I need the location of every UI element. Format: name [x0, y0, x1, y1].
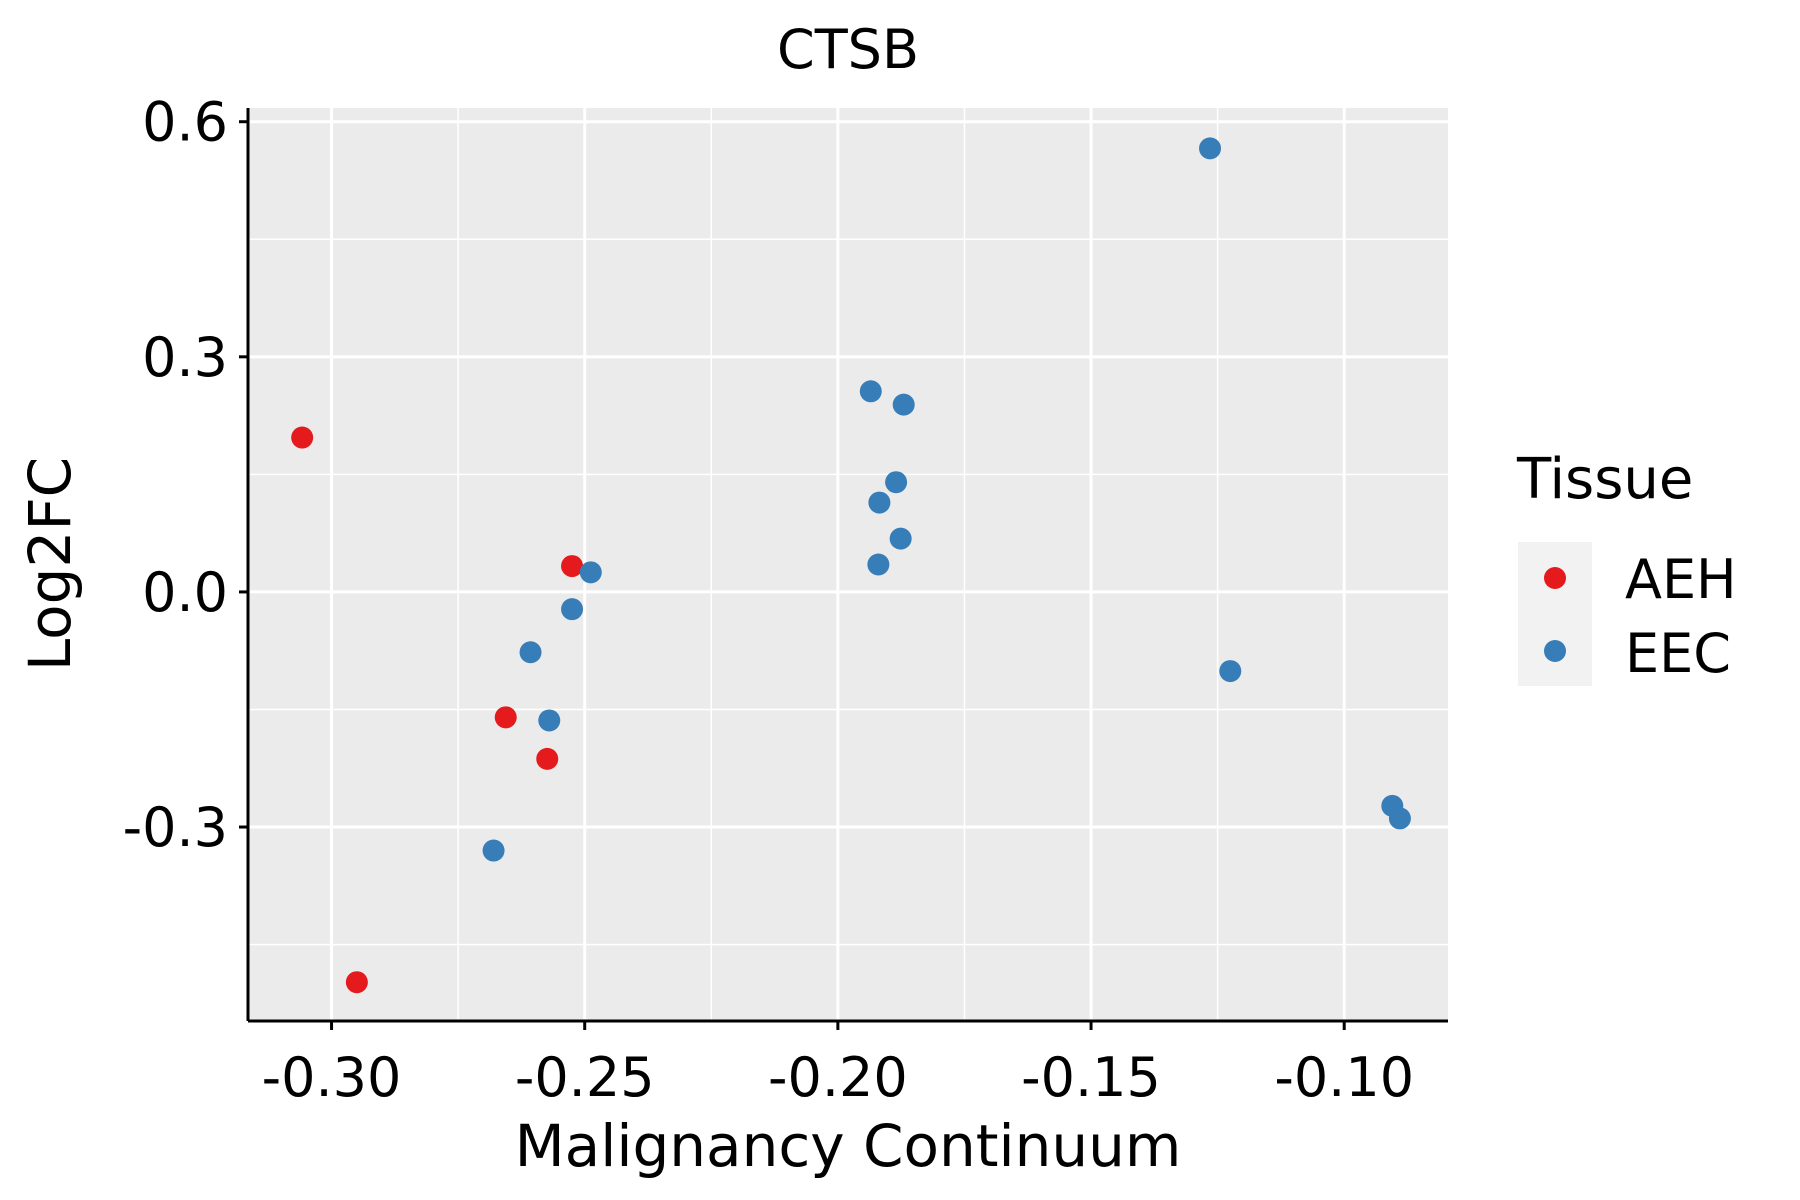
- data-points: [291, 137, 1411, 994]
- plot-panel: [248, 108, 1448, 1021]
- y-tick-label: 0.3: [142, 326, 228, 389]
- point-eec: [1388, 807, 1411, 830]
- point-eec: [868, 491, 891, 514]
- x-tick-label: -0.10: [1274, 1046, 1414, 1109]
- legend-title: Tissue: [1516, 447, 1693, 512]
- legend-key-eec: [1544, 640, 1566, 662]
- point-aeh: [291, 426, 314, 449]
- x-tick-label: -0.15: [1021, 1046, 1161, 1109]
- point-eec: [867, 553, 890, 576]
- legend: Tissue AEH EEC: [1516, 447, 1737, 686]
- y-tick-label: -0.3: [123, 796, 228, 859]
- x-axis-title: Malignancy Continuum: [515, 1112, 1182, 1180]
- point-eec: [482, 839, 505, 862]
- legend-label-eec: EEC: [1625, 622, 1731, 685]
- point-eec: [859, 380, 882, 403]
- point-aeh: [494, 706, 517, 729]
- major-gridlines: [248, 108, 1448, 1021]
- point-eec: [538, 709, 561, 732]
- point-aeh: [536, 747, 559, 770]
- point-eec: [1219, 660, 1242, 683]
- point-aeh: [345, 971, 368, 994]
- x-tick-label: -0.25: [515, 1046, 655, 1109]
- point-eec: [561, 598, 584, 621]
- legend-key-bg: [1518, 542, 1592, 686]
- x-tick-label: -0.30: [262, 1046, 402, 1109]
- point-aeh: [561, 555, 584, 578]
- point-eec: [579, 561, 602, 584]
- point-eec: [885, 471, 908, 494]
- point-eec: [889, 527, 912, 550]
- y-axis-ticks: -0.3 0.0 0.3 0.6: [123, 91, 248, 859]
- x-tick-label: -0.20: [768, 1046, 908, 1109]
- minor-gridlines: [248, 108, 1448, 1021]
- y-axis-title: Log2FC: [16, 457, 84, 671]
- y-tick-label: 0.6: [142, 91, 228, 154]
- chart-title: CTSB: [777, 18, 919, 81]
- legend-label-aeh: AEH: [1625, 548, 1737, 611]
- x-axis-ticks: -0.30 -0.25 -0.20 -0.15 -0.10: [262, 1021, 1414, 1109]
- y-tick-label: 0.0: [142, 561, 228, 624]
- point-eec: [892, 393, 915, 416]
- legend-key-aeh: [1544, 567, 1566, 589]
- point-eec: [1199, 137, 1222, 160]
- point-eec: [519, 641, 542, 664]
